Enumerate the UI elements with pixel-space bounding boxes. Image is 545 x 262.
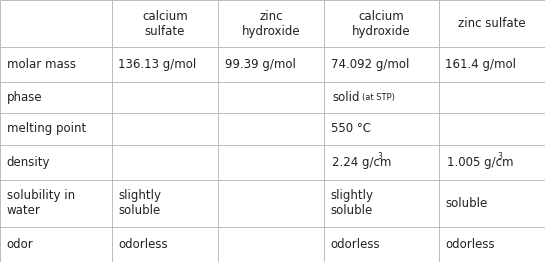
Text: 3: 3	[498, 152, 502, 161]
Text: 136.13 g/mol: 136.13 g/mol	[118, 58, 197, 71]
Text: 161.4 g/mol: 161.4 g/mol	[445, 58, 516, 71]
Text: calcium
sulfate: calcium sulfate	[142, 10, 187, 38]
Text: slightly
soluble: slightly soluble	[118, 189, 161, 217]
Text: solid: solid	[332, 91, 360, 105]
Text: zinc sulfate: zinc sulfate	[458, 17, 526, 30]
Text: odorless: odorless	[331, 238, 380, 251]
Text: odorless: odorless	[118, 238, 168, 251]
Text: soluble: soluble	[445, 197, 488, 210]
Text: slightly
soluble: slightly soluble	[331, 189, 374, 217]
Text: 3: 3	[378, 152, 383, 161]
Text: 550 °C: 550 °C	[331, 122, 371, 135]
Text: molar mass: molar mass	[7, 58, 76, 71]
Text: 74.092 g/mol: 74.092 g/mol	[331, 58, 409, 71]
Text: 1.005 g/cm: 1.005 g/cm	[447, 156, 513, 168]
Text: (at STP): (at STP)	[362, 94, 395, 102]
Text: density: density	[7, 156, 50, 168]
Text: 2.24 g/cm: 2.24 g/cm	[332, 156, 392, 168]
Text: phase: phase	[7, 91, 42, 105]
Text: odor: odor	[7, 238, 33, 251]
Text: 99.39 g/mol: 99.39 g/mol	[225, 58, 295, 71]
Text: calcium
hydroxide: calcium hydroxide	[352, 10, 411, 38]
Text: solubility in
water: solubility in water	[7, 189, 75, 217]
Text: odorless: odorless	[445, 238, 495, 251]
Text: zinc
hydroxide: zinc hydroxide	[242, 10, 300, 38]
Text: melting point: melting point	[7, 122, 86, 135]
